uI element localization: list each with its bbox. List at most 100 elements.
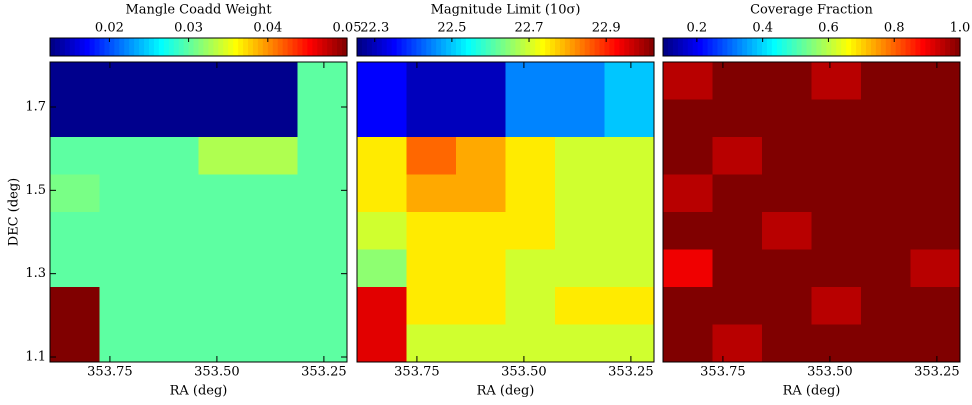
heatmap-cell xyxy=(297,287,348,325)
colorbar-segment xyxy=(381,38,388,56)
heatmap-cell xyxy=(663,249,713,288)
heatmap-cell xyxy=(50,249,100,288)
heatmap-cell xyxy=(604,137,655,175)
heatmap-cell xyxy=(456,324,506,363)
heatmap-cell xyxy=(762,212,812,250)
colorbar-segment xyxy=(441,38,447,56)
colorbar-segment xyxy=(406,38,413,56)
heatmap-cell xyxy=(248,62,298,100)
heatmap-cell xyxy=(50,62,100,100)
colorbar-segment xyxy=(796,38,803,56)
heatmap-cell xyxy=(149,324,199,363)
colorbar-segment xyxy=(446,38,452,56)
colorbar-segment xyxy=(470,38,477,56)
heatmap-cell xyxy=(99,99,150,138)
colorbar-segment xyxy=(609,38,615,56)
heatmap-cell xyxy=(406,137,457,175)
heatmap-cell xyxy=(811,212,862,250)
heatmap-cell xyxy=(604,174,655,213)
colorbar-segment xyxy=(702,38,709,56)
colorbar-segment xyxy=(213,38,219,56)
heatmap-cell xyxy=(505,212,556,250)
heatmap-cell xyxy=(910,249,961,288)
colorbar-segment xyxy=(885,38,892,56)
heatmap-cell xyxy=(99,324,150,363)
colorbar-segment xyxy=(935,38,941,56)
heatmap-cell xyxy=(248,212,298,250)
heatmap-cell xyxy=(861,62,911,100)
heatmap-cell xyxy=(149,174,199,213)
colorbar-segment xyxy=(168,38,175,56)
heatmap-cell xyxy=(248,99,298,138)
colorbar-segment xyxy=(183,38,190,56)
colorbar-segment xyxy=(851,38,857,56)
x-tick-label: 353.75 xyxy=(87,365,133,380)
heatmap-cell xyxy=(198,137,249,175)
heatmap-cell xyxy=(297,99,348,138)
colorbar-tick-label: 0.04 xyxy=(253,21,282,36)
colorbar-segment xyxy=(149,38,155,56)
colorbar-segment xyxy=(371,38,378,56)
heatmap-cell xyxy=(357,287,407,325)
heatmap-cell xyxy=(357,137,407,175)
heatmap-cell xyxy=(149,62,199,100)
colorbar-segment xyxy=(252,38,259,56)
heatmap-cell xyxy=(555,62,605,100)
heatmap-cell xyxy=(762,137,812,175)
heatmap-cell xyxy=(910,324,961,363)
colorbar-segment xyxy=(762,38,768,56)
x-tick-label: 353.25 xyxy=(608,365,654,380)
colorbar-tick-label: 22.9 xyxy=(592,21,621,36)
y-tick-label: 1.3 xyxy=(25,266,46,281)
heatmap-cell xyxy=(248,174,298,213)
colorbar-segment xyxy=(500,38,507,56)
heatmap-cell xyxy=(198,62,249,100)
heatmap-cell xyxy=(811,62,862,100)
colorbar-segment xyxy=(129,38,135,56)
colorbar-segment xyxy=(880,38,887,56)
colorbar-segment xyxy=(599,38,606,56)
colorbar-segment xyxy=(337,38,343,56)
heatmap-cell xyxy=(762,287,812,325)
heatmap-cell xyxy=(712,174,763,213)
x-axis-label: RA (deg) xyxy=(477,384,535,399)
colorbar-segment xyxy=(920,38,926,56)
heatmap-cell xyxy=(762,62,812,100)
colorbar-tick-label: 22.5 xyxy=(437,21,466,36)
panel-title: Coverage Fraction xyxy=(750,3,873,18)
heatmap-cell xyxy=(861,212,911,250)
colorbar-segment xyxy=(495,38,502,56)
colorbar-segment xyxy=(649,38,655,56)
heatmap-cell xyxy=(406,99,457,138)
colorbar-segment xyxy=(342,38,348,56)
colorbar-tick-label: 0.2 xyxy=(687,21,708,36)
colorbar-segment xyxy=(287,38,294,56)
colorbar-segment xyxy=(262,38,269,56)
heatmap-cell xyxy=(456,249,506,288)
heatmap-cell xyxy=(149,287,199,325)
panel-title: Mangle Coadd Weight xyxy=(125,3,272,18)
colorbar-segment xyxy=(870,38,877,56)
heatmap-cell xyxy=(712,249,763,288)
colorbar-segment xyxy=(569,38,576,56)
heatmap-cell xyxy=(505,174,556,213)
colorbar-segment xyxy=(451,38,457,56)
colorbar-segment xyxy=(223,38,229,56)
colorbar-segment xyxy=(248,38,254,56)
colorbar-segment xyxy=(667,38,674,56)
colorbar-tick-label: 0.03 xyxy=(174,21,203,36)
heatmap-cell xyxy=(406,212,457,250)
colorbar-segment xyxy=(208,38,214,56)
x-tick-label: 353.50 xyxy=(501,365,547,380)
heatmap-cell xyxy=(149,212,199,250)
colorbar-segment xyxy=(890,38,897,56)
colorbar-segment xyxy=(485,38,492,56)
heatmap-cell xyxy=(604,324,655,363)
heatmap-cell xyxy=(910,287,961,325)
heatmap-cell xyxy=(505,324,556,363)
colorbar-segment xyxy=(535,38,541,56)
colorbar-segment xyxy=(203,38,209,56)
colorbar-segment xyxy=(742,38,748,56)
heatmap-cell xyxy=(604,287,655,325)
heatmap-cell xyxy=(712,287,763,325)
